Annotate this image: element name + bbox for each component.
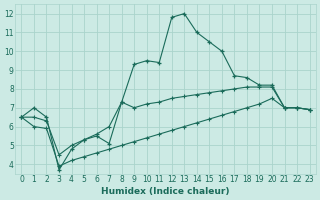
X-axis label: Humidex (Indice chaleur): Humidex (Indice chaleur) [101,187,230,196]
